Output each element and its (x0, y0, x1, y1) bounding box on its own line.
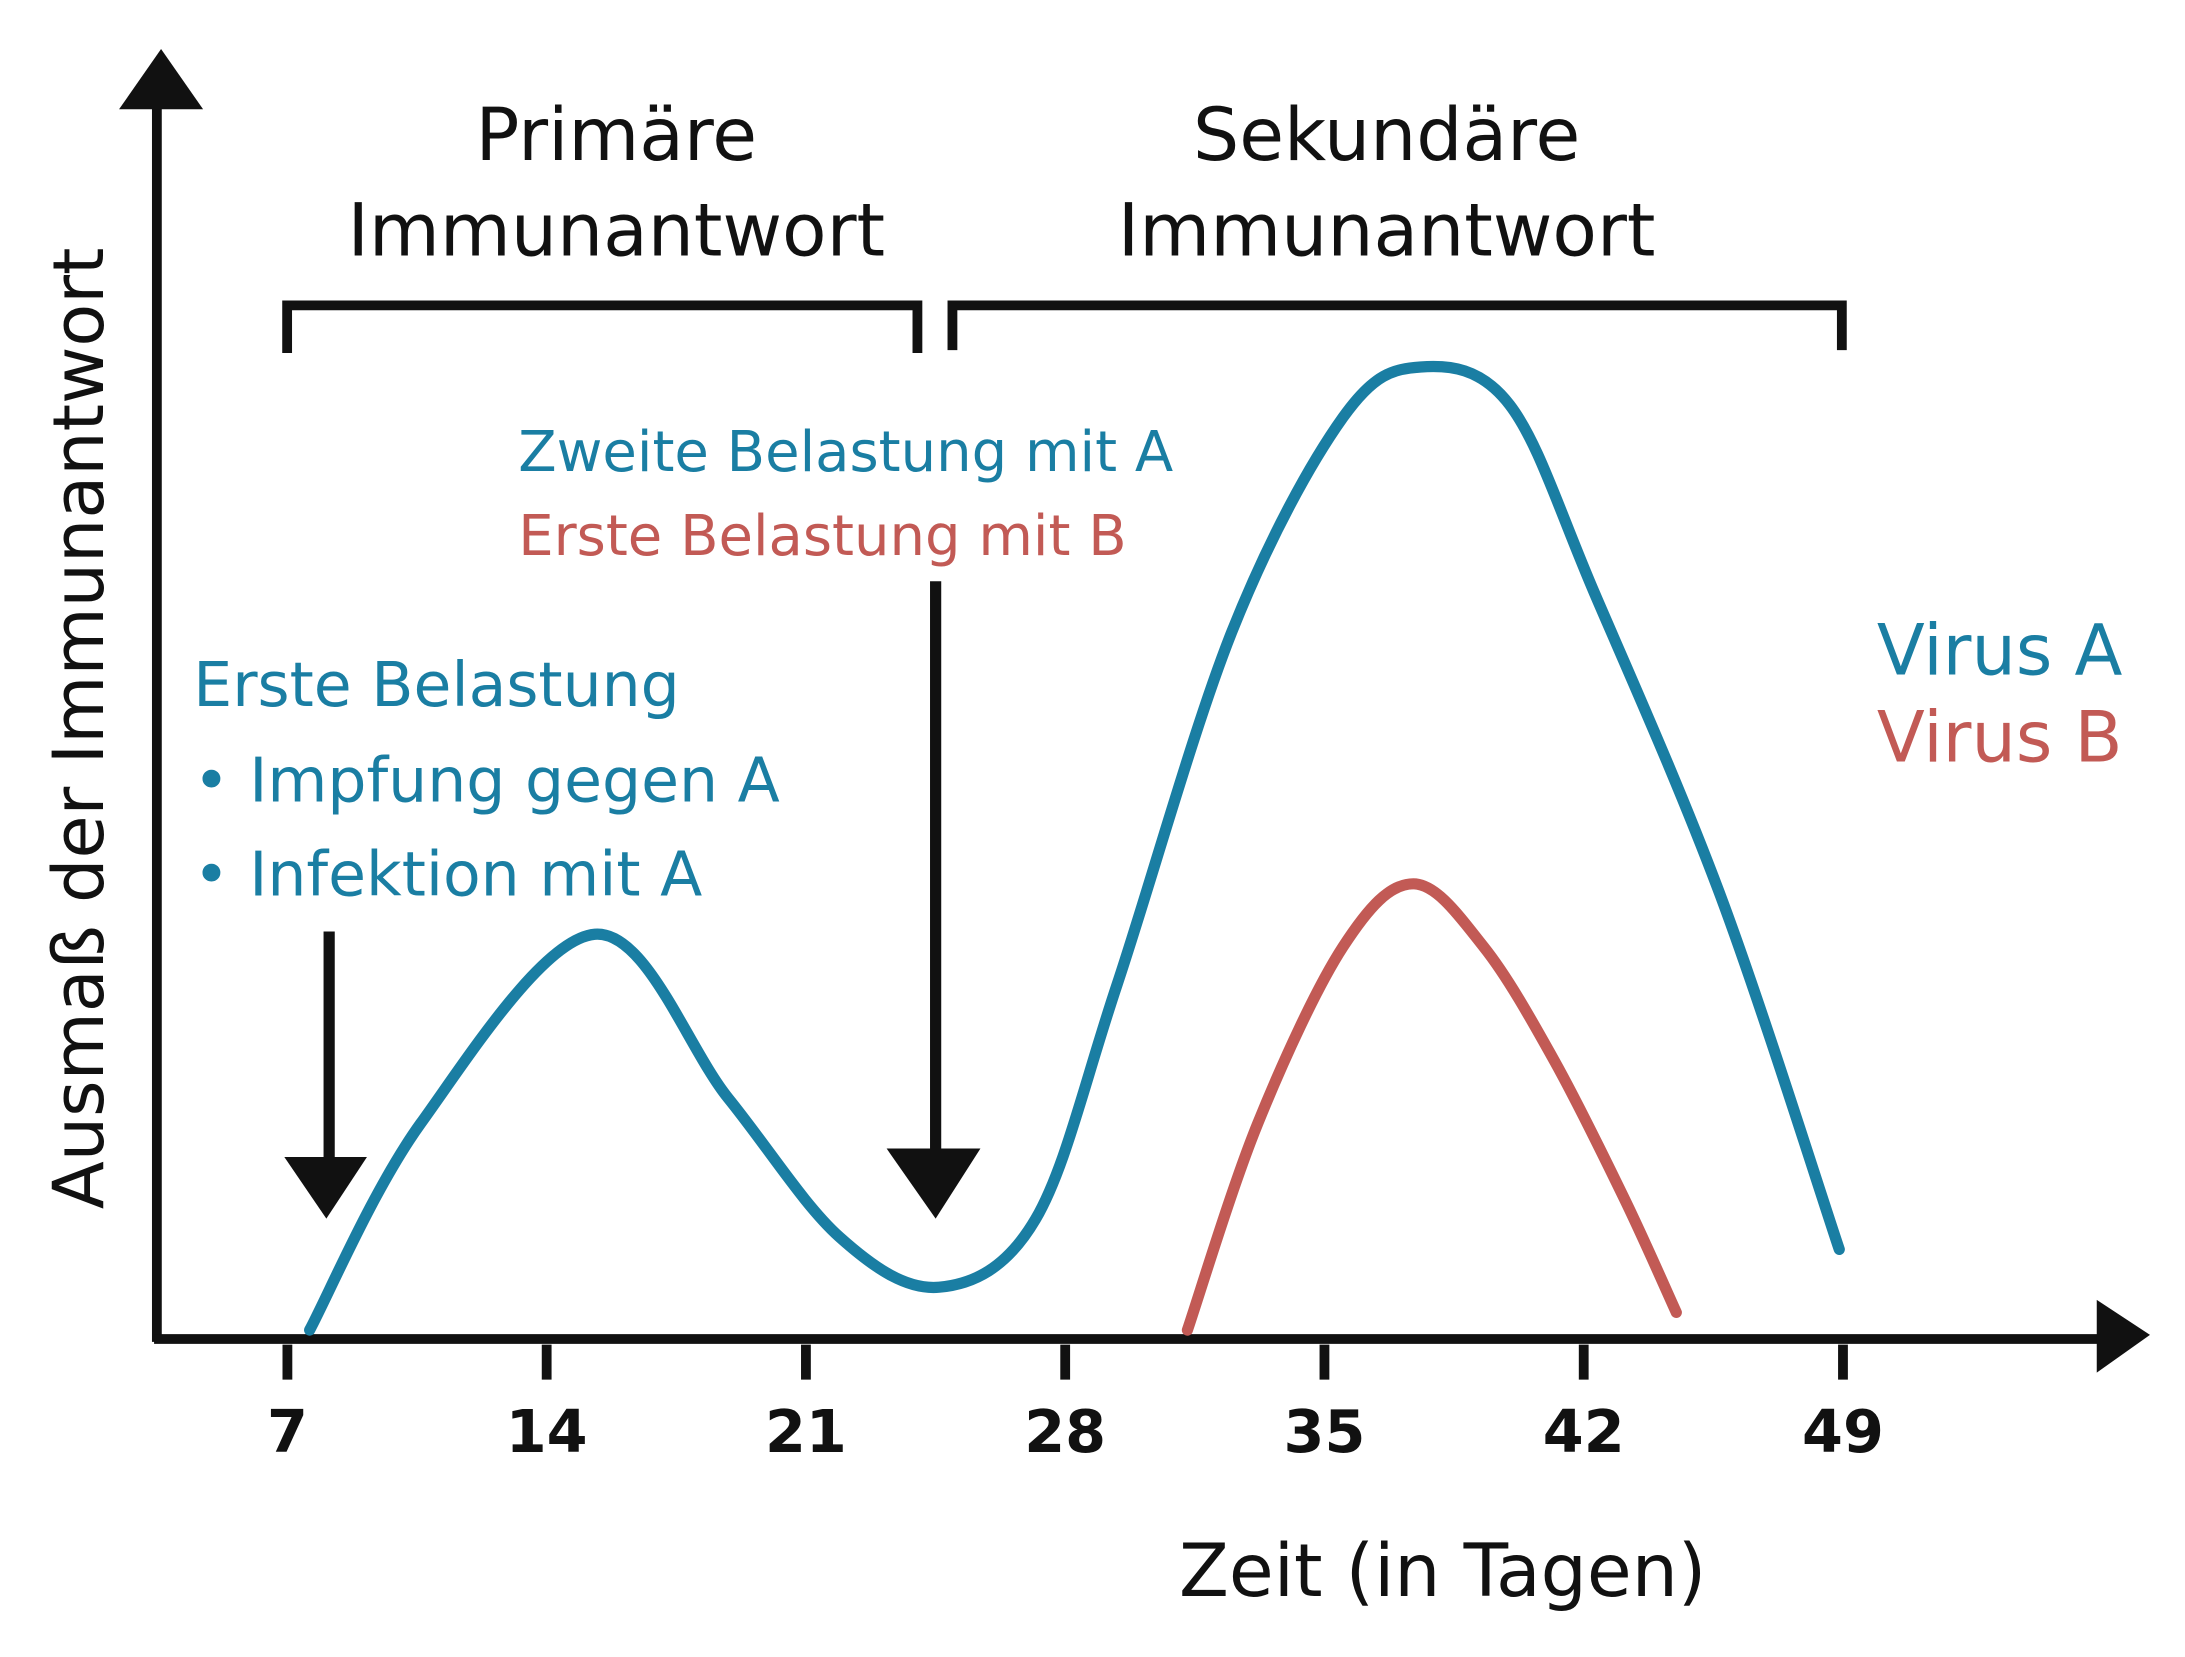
legend-entry: Virus B (1877, 696, 2123, 778)
x-axis-arrow (2096, 1299, 2150, 1373)
annotation: Primäre (476, 93, 758, 178)
legend-entry: Virus A (1877, 610, 2123, 692)
bracket-secondary (947, 300, 1847, 351)
annotation: Sekundäre (1193, 93, 1580, 178)
y-axis-arrow (119, 49, 204, 110)
x-tick-label: 21 (765, 1397, 847, 1466)
annotation: Zweite Belastung mit A (518, 420, 1173, 485)
bracket-primary (282, 300, 923, 353)
annotation: Erste Belastung (193, 649, 680, 721)
x-axis-label: Zeit (in Tagen) (1179, 1529, 1706, 1614)
annotation: Erste Belastung mit B (518, 504, 1126, 569)
line-series (304, 360, 1845, 1336)
x-tick-label: 49 (1802, 1397, 1884, 1466)
annotation: Immunantwort (1118, 188, 1656, 273)
x-tick-label: 42 (1543, 1397, 1625, 1466)
annotation: • Impfung gegen A (193, 744, 780, 816)
x-tick-label: 14 (506, 1397, 588, 1466)
x-tick-label: 7 (267, 1397, 308, 1466)
x-tick-label: 28 (1024, 1397, 1106, 1466)
line-series (1181, 878, 1682, 1336)
arrow-second-head (886, 1148, 981, 1219)
x-tick-label: 35 (1284, 1397, 1366, 1466)
arrow-first-head (284, 1156, 367, 1219)
annotation: Immunantwort (347, 188, 885, 273)
annotation: • Infektion mit A (193, 838, 702, 910)
y-axis-label: Ausmaß der Immunantwort (38, 248, 120, 1210)
